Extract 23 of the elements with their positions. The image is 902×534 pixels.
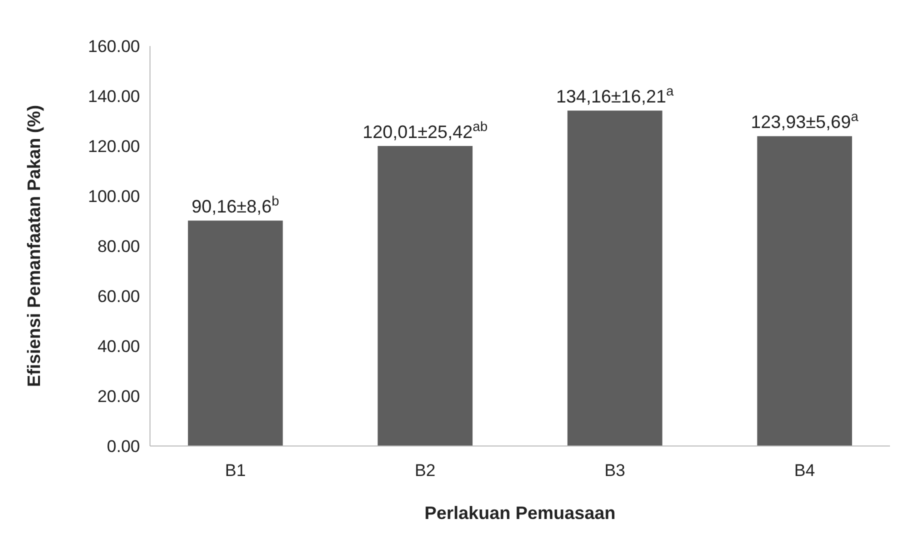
y-tick-label: 160.00 [88, 36, 140, 56]
x-axis-title: Perlakuan Pemuasaan [424, 503, 616, 523]
bar [567, 110, 662, 446]
bar [378, 146, 473, 446]
data-label: 134,16±16,21$^{a}$ [556, 83, 674, 107]
x-tick-label: B4 [794, 461, 816, 480]
y-tick-label: 140.00 [88, 86, 140, 106]
data-label: 120,01±25,42$^{ab}$ [362, 118, 488, 142]
y-tick-label: 0.00 [106, 436, 140, 456]
y-tick-label: 100.00 [88, 186, 140, 206]
bar [188, 220, 283, 446]
data-label: 123,93±5,69$^{a}$ [750, 108, 859, 132]
y-tick-label: 60.00 [97, 286, 140, 306]
x-tick-label: B2 [414, 461, 436, 480]
y-tick-label: 80.00 [97, 236, 140, 256]
y-tick-label: 40.00 [97, 336, 140, 356]
x-tick-label: B3 [604, 461, 626, 480]
x-tick-label: B1 [224, 461, 246, 480]
y-tick-label: 120.00 [88, 136, 140, 156]
data-label: 90,16±8,6$^{b}$ [192, 193, 280, 217]
y-axis-title: Efisiensi Pemanfaatan Pakan (%) [24, 104, 44, 388]
bar [757, 136, 852, 446]
y-tick-label: 20.00 [97, 386, 140, 406]
